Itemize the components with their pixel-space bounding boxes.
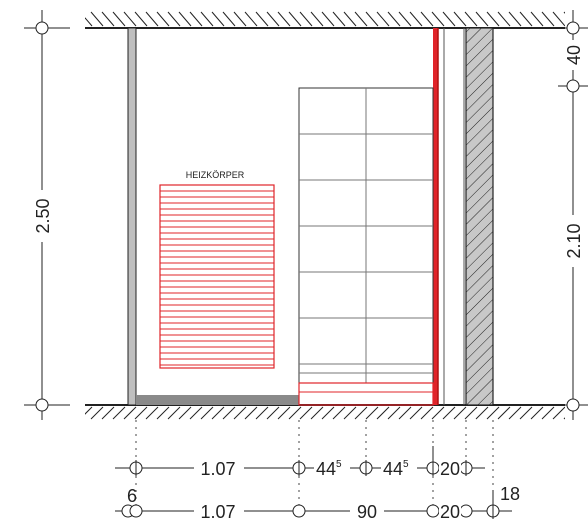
dimension-label: 445	[316, 459, 342, 479]
left-wall	[127, 27, 137, 406]
floor-slab	[85, 404, 565, 420]
dimension-height-left: 2.50	[24, 10, 70, 420]
dimension-height-right: 40 2.10	[558, 10, 588, 420]
tile-grid	[298, 87, 434, 406]
radiator: HEIZKÖRPER	[159, 170, 275, 369]
dimension-row-1: 1.07 445 445 20	[115, 446, 485, 479]
dimension-label: 6	[127, 486, 137, 506]
radiator-label: HEIZKÖRPER	[186, 170, 245, 180]
extension-lines	[135, 420, 494, 515]
dimension-label: 40	[564, 45, 584, 65]
dimension-label: 2.50	[33, 198, 53, 233]
dimension-label: 1.07	[200, 459, 235, 479]
right-wall	[465, 27, 494, 406]
dimension-label: 18	[500, 484, 520, 504]
dimension-label: 90	[357, 502, 377, 522]
dimension-label: 2.10	[564, 223, 584, 258]
ceiling-slab	[85, 11, 565, 29]
dimension-label: 1.07	[200, 502, 235, 522]
dimension-label: 445	[383, 459, 409, 479]
dimension-label: 20	[440, 459, 460, 479]
dimension-row-2: 1.07 90 20 6 18	[115, 484, 520, 522]
dimension-label: 20	[440, 502, 460, 522]
floor-finish	[136, 395, 299, 405]
shower-tray	[298, 382, 434, 406]
installation-wall	[433, 28, 465, 405]
